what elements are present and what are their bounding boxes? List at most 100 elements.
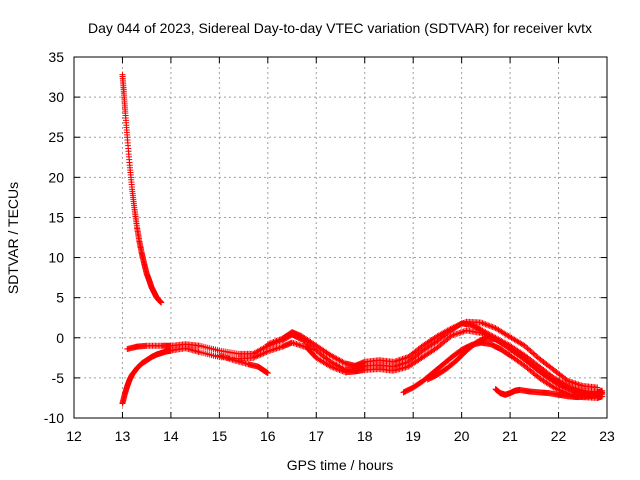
data-point-band-c — [269, 339, 276, 346]
axis-ticks: 12 13 14 15 16 17 18 19 20 21 22 23 -10 -5 0 5 10 15 20 25 3… — [44, 49, 615, 444]
y-tick-label: 25 — [48, 129, 64, 145]
data-point-decay-upper — [158, 299, 165, 306]
data-point-band-c — [489, 324, 496, 331]
data-point-band-f — [556, 381, 563, 388]
data-point-band-g — [599, 390, 606, 397]
data-point-band-f — [564, 385, 571, 392]
x-tick-label: 22 — [551, 428, 567, 444]
data-point-band-c — [448, 325, 455, 332]
data-point-band-c — [276, 336, 283, 343]
data-point-band-f — [568, 387, 575, 394]
data-point-band-c — [266, 340, 273, 347]
x-tick-label: 16 — [260, 428, 276, 444]
data-point-band-c — [450, 324, 457, 331]
data-point-band-c — [527, 347, 534, 354]
data-point-band-b — [479, 330, 486, 337]
data-point-band-b — [327, 363, 334, 370]
data-point-band-b — [260, 350, 267, 357]
y-axis-label: SDTVAR / TECUs — [5, 182, 21, 294]
data-point-band-e — [553, 385, 560, 392]
y-tick-label: 35 — [48, 49, 64, 65]
data-point-band-f — [562, 384, 569, 391]
data-point-band-c — [528, 349, 535, 356]
data-point-band-b — [329, 364, 336, 371]
data-point-band-c — [483, 321, 490, 328]
data-point-band-c — [270, 338, 277, 345]
x-tick-label: 23 — [599, 428, 615, 444]
y-tick-label: 0 — [56, 330, 64, 346]
data-point-band-c — [485, 322, 492, 329]
data-point-band-c — [488, 323, 495, 330]
data-point-band-b — [261, 349, 268, 356]
data-point-band-c — [478, 319, 485, 326]
data-point-band-c — [273, 337, 280, 344]
y-tick-label: -10 — [44, 410, 64, 426]
data-point-band-b — [326, 362, 333, 369]
plot-frame — [73, 56, 608, 419]
y-tick-label: 5 — [56, 290, 64, 306]
data-point-band-b — [478, 329, 485, 336]
data-point-band-f — [559, 383, 566, 390]
data-point-band-b — [339, 368, 346, 375]
data-point-band-b — [335, 366, 342, 373]
data-point-band-c — [523, 344, 530, 351]
x-tick-label: 21 — [502, 428, 518, 444]
data-point-band-b — [333, 365, 340, 372]
data-point-band-c — [451, 323, 458, 330]
data-point-band-b — [330, 364, 337, 371]
data-point-band-b — [250, 354, 257, 361]
data-point-band-c — [454, 322, 461, 329]
data-point-band-c — [533, 353, 540, 360]
data-point-band-e — [555, 386, 562, 393]
data-points — [119, 71, 606, 407]
data-point-band-b — [251, 354, 258, 361]
data-point-band-f — [561, 383, 568, 390]
data-point-band-c — [482, 321, 489, 328]
data-point-band-b — [259, 350, 266, 357]
data-point-band-b — [253, 353, 260, 360]
x-tick-label: 15 — [212, 428, 228, 444]
y-tick-label: 15 — [48, 209, 64, 225]
x-tick-label: 17 — [308, 428, 324, 444]
data-point-band-c — [524, 345, 531, 352]
data-point-band-e — [550, 384, 557, 391]
data-point-band-c — [530, 350, 537, 357]
x-tick-label: 20 — [454, 428, 470, 444]
chart-title: Day 044 of 2023, Sidereal Day-to-day VTE… — [88, 20, 592, 36]
data-point-band-b — [256, 352, 263, 359]
x-tick-label: 19 — [405, 428, 421, 444]
data-point-band-c — [447, 325, 454, 332]
x-tick-label: 18 — [357, 428, 373, 444]
data-point-band-c — [456, 321, 463, 328]
y-tick-label: -5 — [52, 370, 65, 386]
y-tick-label: 20 — [48, 169, 64, 185]
data-point-band-c — [594, 384, 601, 391]
data-point-band-c — [525, 346, 532, 353]
data-point-band-b — [332, 365, 339, 372]
data-point-band-c — [267, 340, 274, 347]
data-point-band-c — [457, 321, 464, 328]
x-tick-label: 14 — [163, 428, 179, 444]
data-point-band-b — [336, 367, 343, 374]
data-point-band-c — [453, 323, 460, 330]
data-point-band-c — [480, 320, 487, 327]
data-point-band-e — [552, 385, 559, 392]
data-point-band-c — [459, 320, 466, 327]
data-point-band-f — [567, 386, 574, 393]
data-point-band-c — [274, 337, 281, 344]
data-point-band-f — [565, 385, 572, 392]
data-point-band-c — [531, 351, 538, 358]
data-point-band-c — [460, 320, 467, 327]
data-point-band-c — [521, 342, 528, 349]
y-tick-label: 30 — [48, 89, 64, 105]
data-point-band-c — [272, 338, 279, 345]
data-point-band-d — [264, 370, 271, 377]
x-tick-label: 13 — [115, 428, 131, 444]
data-point-band-c — [491, 324, 498, 331]
data-point-band-b — [263, 349, 270, 356]
data-point-band-b — [257, 351, 264, 358]
data-point-band-c — [486, 322, 493, 329]
data-point-band-f — [558, 382, 565, 389]
data-point-band-c — [264, 341, 271, 348]
